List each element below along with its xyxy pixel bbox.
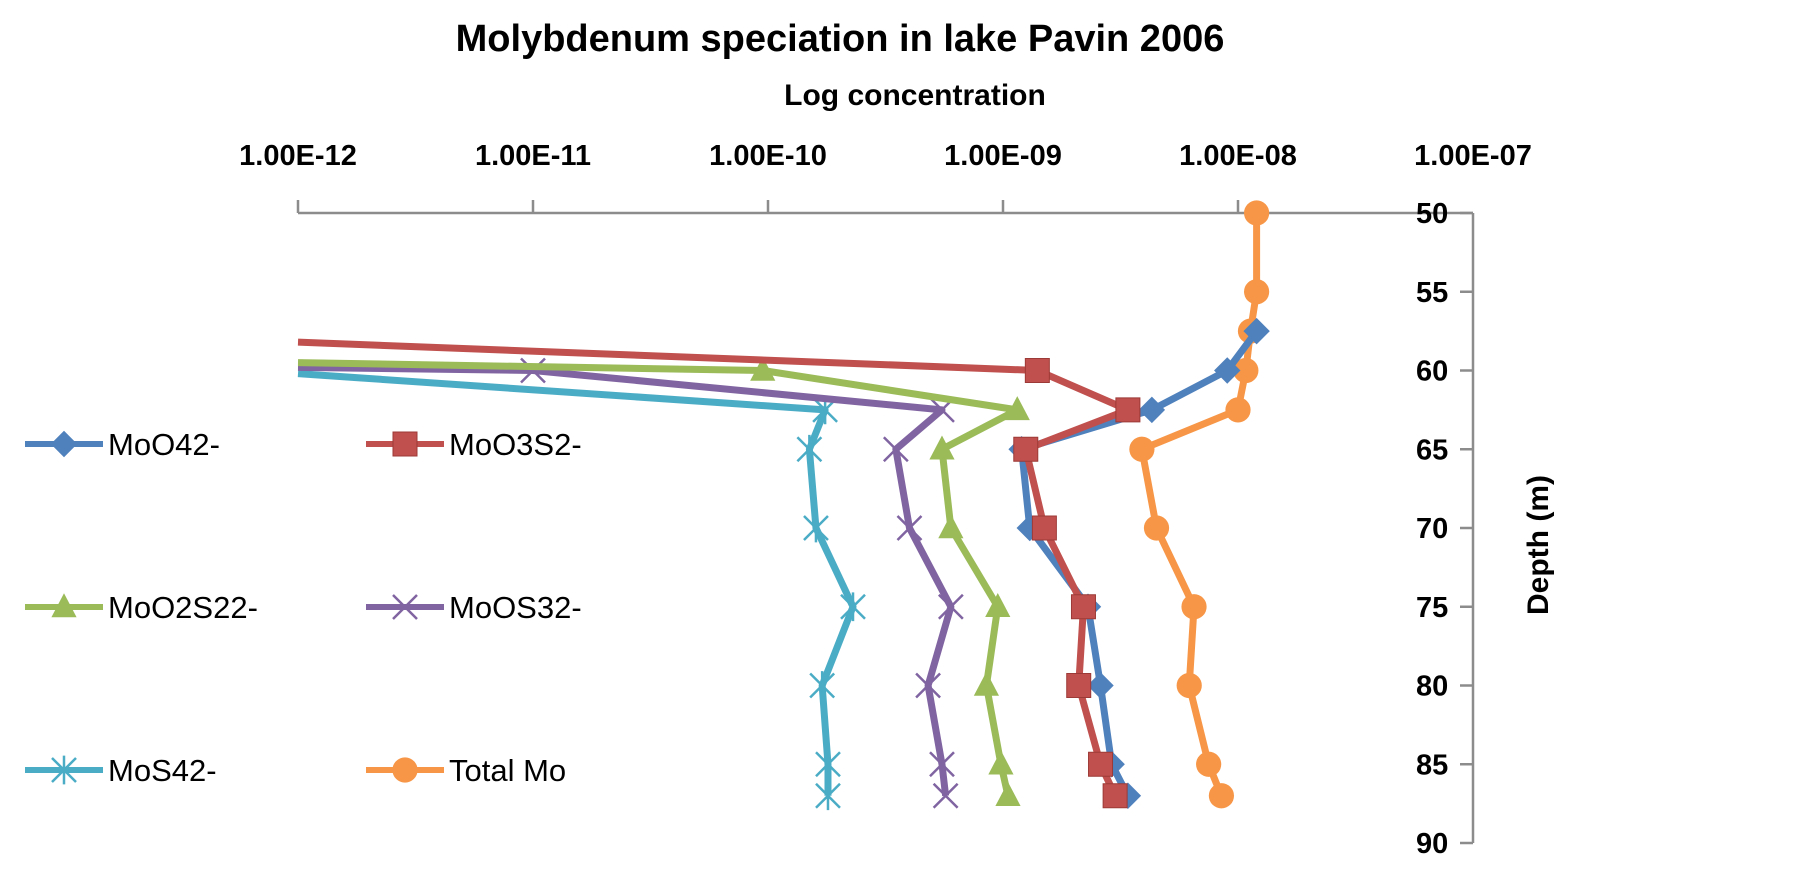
legend-marker-moo3s2-	[392, 431, 418, 457]
legend-marker-moo42-	[50, 430, 78, 458]
data-point-moo3s2-	[1115, 397, 1141, 423]
data-point-moos32-	[520, 357, 546, 384]
y-tick-label: 65	[1416, 434, 1448, 466]
y-tick-label: 80	[1416, 671, 1448, 703]
series-layer	[297, 200, 1270, 811]
series-moos32-	[297, 357, 964, 809]
data-point-moos32-	[882, 436, 909, 463]
data-point-total-mo	[1143, 515, 1170, 541]
data-point-total-mo	[1233, 357, 1259, 384]
data-point-moo3s2-	[1102, 783, 1128, 809]
data-point-moos32-	[915, 672, 941, 699]
data-point-moo2s22-	[750, 356, 776, 381]
legend-marker-mos42-	[51, 755, 77, 785]
data-point-total-mo	[1225, 397, 1251, 423]
series-moo2s22-	[297, 356, 1030, 806]
data-point-moos32-	[896, 515, 923, 541]
legend-item-moo3s2-: MoO3S2-	[366, 427, 582, 462]
legend-item-moo42-: MoO42-	[25, 427, 220, 462]
legend-marker-moo2s22-	[51, 593, 77, 618]
axes-layer: 1.00E-12 1.00E-11 1.00E-10 1.00E-09 1.00E-08…	[239, 140, 1532, 860]
series-mos42-	[297, 370, 866, 811]
data-point-moo2s22-	[938, 514, 964, 539]
x-tick-label: 1.00E-08	[1179, 140, 1297, 172]
legend-layer: MoO42- MoO3S2- MoO2S22- MoOS32- MoS42- Total …	[25, 427, 582, 788]
legend-label: MoO2S22-	[108, 590, 258, 625]
data-point-total-mo	[1181, 594, 1207, 620]
series-moo3s2-	[297, 338, 1141, 809]
data-point-moo2s22-	[985, 592, 1011, 617]
legend-label: MoOS32-	[449, 590, 582, 625]
x-tick-label: 1.00E-10	[709, 140, 827, 172]
legend-label: Total Mo	[449, 753, 566, 788]
data-point-moo42-	[1138, 396, 1166, 424]
data-point-total-mo	[1244, 200, 1270, 226]
data-point-moo2s22-	[988, 750, 1014, 775]
data-point-total-mo	[1244, 279, 1270, 305]
data-point-moos32-	[937, 593, 964, 620]
data-point-mos42-	[815, 781, 841, 811]
data-point-moo2s22-	[1004, 396, 1030, 421]
legend-label: MoO42-	[108, 427, 220, 462]
data-point-mos42-	[809, 671, 836, 700]
y-axis-title: Depth (m)	[1522, 475, 1555, 615]
series-moo42-	[1008, 317, 1270, 809]
data-point-mos42-	[803, 513, 829, 543]
data-point-total-mo	[1176, 672, 1202, 699]
legend-item-mos42-: MoS42-	[25, 753, 217, 788]
legend-item-moo2s22-: MoO2S22-	[25, 590, 258, 625]
x-tick-label: 1.00E-11	[475, 140, 591, 172]
legend-item-moos32-: MoOS32-	[366, 590, 582, 625]
data-point-moo3s2-	[1024, 358, 1050, 383]
series-line-moo2s22-	[297, 359, 1021, 797]
x-tick-label: 1.00E-12	[239, 140, 357, 172]
y-tick-label: 85	[1416, 749, 1448, 781]
chart-title: Molybdenum speciation in lake Pavin 2006	[456, 18, 1225, 60]
data-point-total-mo	[1196, 751, 1222, 777]
x-tick-label: 1.00E-07	[1414, 140, 1532, 172]
legend-item-total-mo: Total Mo	[366, 753, 566, 788]
data-point-total-mo	[1208, 783, 1235, 809]
y-tick-label: 90	[1416, 828, 1448, 860]
data-point-moo42-	[1114, 782, 1142, 809]
data-point-moo3s2-	[1013, 436, 1039, 462]
data-point-mos42-	[840, 592, 866, 622]
x-tick-label: 1.00E-09	[944, 140, 1062, 172]
data-point-moo3s2-	[1066, 673, 1092, 698]
data-point-moo42-	[1214, 357, 1241, 384]
series-line-total-mo	[1138, 213, 1261, 798]
data-point-moo42-	[1243, 317, 1270, 345]
data-point-mos42-	[796, 434, 823, 464]
data-point-moos32-	[932, 782, 959, 809]
y-tick-label: 50	[1416, 198, 1448, 230]
series-total-mo	[1129, 200, 1270, 809]
data-point-total-mo	[1129, 436, 1155, 462]
legend-marker-total-mo	[392, 757, 418, 783]
data-point-moos32-	[929, 751, 955, 778]
y-tick-label: 70	[1416, 513, 1448, 545]
data-point-moo2s22-	[929, 435, 955, 460]
y-tick-label: 60	[1416, 356, 1448, 388]
legend-marker-moos32-	[392, 594, 418, 620]
y-tick-label: 55	[1416, 277, 1448, 309]
legend-label: MoS42-	[108, 753, 217, 788]
data-point-moo2s22-	[995, 781, 1021, 806]
data-point-moo3s2-	[1031, 515, 1057, 541]
data-point-moo3s2-	[1088, 751, 1114, 777]
y-tick-label: 75	[1416, 592, 1448, 624]
data-point-moo3s2-	[1070, 594, 1096, 620]
x-axis-title: Log concentration	[784, 79, 1046, 112]
data-point-moo2s22-	[973, 671, 1000, 696]
data-point-moo42-	[1087, 672, 1114, 699]
data-point-mos42-	[815, 749, 841, 779]
legend-label: MoO3S2-	[449, 427, 582, 462]
